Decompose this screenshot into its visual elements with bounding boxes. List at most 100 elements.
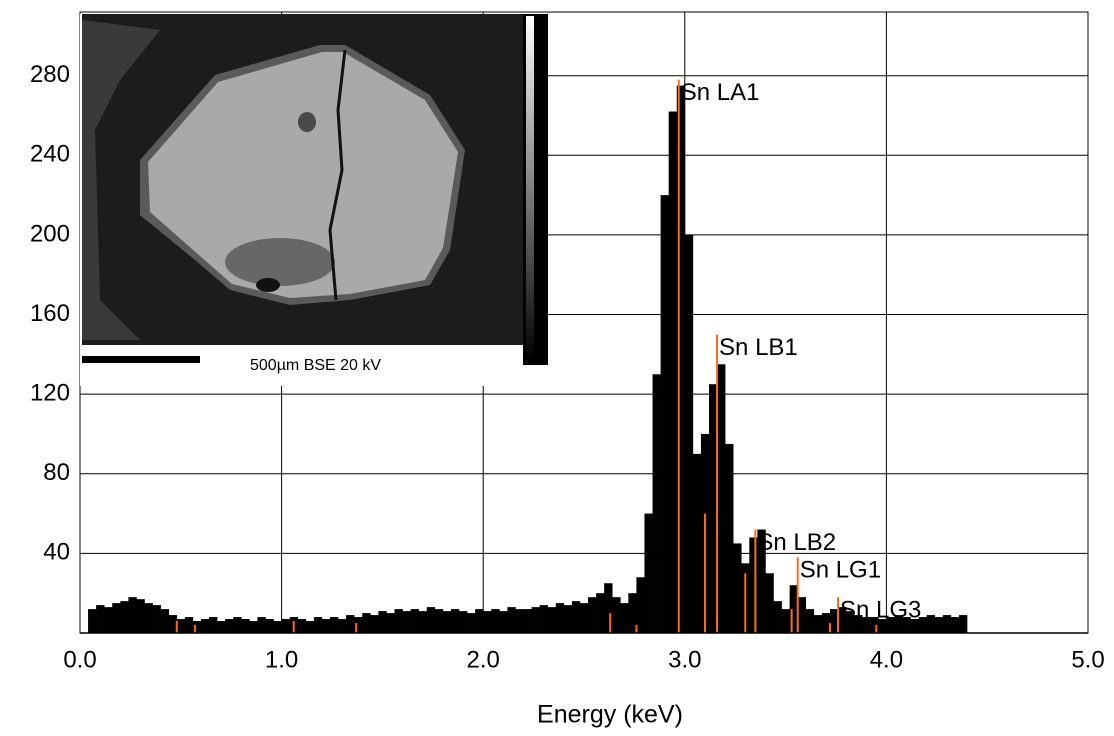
histogram-bar: [692, 453, 702, 633]
histogram-bar: [757, 529, 766, 633]
histogram-bar: [813, 615, 823, 633]
x-tick-label: 5.0: [1071, 646, 1104, 673]
histogram-bar: [249, 621, 258, 633]
histogram-bar: [483, 611, 492, 633]
histogram-bar: [96, 605, 105, 633]
histogram-bar: [515, 609, 524, 633]
histogram-bar: [450, 609, 460, 633]
histogram-bar: [459, 611, 468, 633]
histogram-bar: [773, 601, 782, 633]
histogram-bar: [878, 619, 887, 633]
histogram-bar: [136, 599, 145, 633]
histogram-bar: [539, 605, 549, 633]
peak-label: Sn LB2: [757, 529, 836, 556]
histogram-bar: [684, 234, 694, 633]
histogram-bar: [934, 617, 944, 633]
histogram-bar: [362, 613, 371, 633]
histogram-bar: [789, 585, 798, 633]
histogram-bar: [612, 597, 621, 633]
y-tick-label: 80: [43, 459, 70, 486]
histogram-bar: [555, 603, 565, 633]
histogram-bar: [588, 597, 597, 633]
histogram-bar: [338, 619, 347, 633]
histogram-bar: [725, 443, 734, 633]
peak-label: Sn LB1: [719, 334, 798, 361]
histogram-bar: [128, 597, 137, 633]
inset-caption: 500µm BSE 20 kV: [250, 357, 381, 374]
histogram-bar: [652, 374, 661, 633]
histogram-bar: [241, 619, 250, 633]
histogram-bar: [168, 615, 178, 633]
histogram-bar: [660, 195, 669, 633]
histogram-bar: [950, 617, 960, 633]
histogram-bar: [273, 621, 282, 633]
histogram-bar: [765, 573, 774, 633]
histogram-bar: [499, 611, 508, 633]
histogram-bar: [862, 617, 871, 633]
histogram-bar: [571, 601, 581, 633]
x-axis-title: Energy (keV): [537, 701, 683, 729]
x-tick-label: 4.0: [870, 646, 903, 673]
histogram-bar: [378, 611, 387, 633]
peak-label: Sn LG1: [800, 557, 881, 584]
histogram-bar: [370, 615, 379, 633]
x-tick-label: 0.0: [63, 646, 96, 673]
histogram-bar: [846, 611, 855, 633]
peak-label: Sn LA1: [681, 79, 760, 106]
histogram-bar: [531, 607, 540, 633]
histogram-bar: [708, 384, 718, 633]
histogram-bar: [926, 615, 936, 633]
histogram-bar: [394, 609, 403, 633]
histogram-bar: [257, 617, 266, 633]
histogram-bar: [209, 617, 218, 633]
histogram-bar: [475, 609, 484, 633]
histogram-bar: [426, 607, 436, 633]
histogram-bar: [829, 609, 839, 633]
histogram-bar: [217, 621, 226, 633]
histogram-bar: [563, 605, 573, 633]
histogram-bar: [402, 611, 411, 633]
histogram-bar: [547, 607, 557, 633]
histogram-bar: [636, 577, 645, 633]
histogram-bar: [910, 619, 919, 633]
histogram-bar: [838, 607, 847, 633]
histogram-bar: [749, 537, 758, 633]
histogram-bar: [894, 615, 903, 633]
histogram-bar: [781, 609, 790, 633]
histogram-bar: [958, 615, 968, 633]
histogram-bar: [410, 609, 419, 633]
histogram-bar: [805, 609, 815, 633]
histogram-bar: [579, 603, 589, 633]
histogram-bar: [604, 583, 613, 633]
histogram-bar: [88, 609, 97, 633]
histogram-bar: [418, 611, 428, 633]
histogram-bar: [184, 617, 194, 633]
y-tick-label: 40: [43, 539, 70, 566]
histogram-bar: [434, 609, 444, 633]
histogram-bar: [160, 609, 170, 633]
histogram-bar: [628, 593, 637, 633]
histogram-bar: [346, 615, 355, 633]
histogram-bar: [870, 617, 879, 633]
x-tick-label: 2.0: [467, 646, 500, 673]
y-tick-label: 280: [30, 61, 70, 88]
x-tick-label: 1.0: [265, 646, 298, 673]
histogram-bar: [596, 593, 605, 633]
histogram-bar: [467, 613, 476, 633]
histogram-bar: [676, 85, 686, 634]
histogram-bar: [112, 603, 121, 633]
histogram-bar: [886, 617, 895, 633]
histogram-bar: [305, 621, 315, 633]
histogram-bar: [821, 613, 831, 633]
histogram-bar: [104, 607, 113, 633]
histogram-bar: [225, 619, 234, 633]
histogram-bar: [265, 619, 274, 633]
histogram-bar: [297, 619, 307, 633]
histogram-bar: [442, 611, 452, 633]
histogram-bar: [797, 597, 807, 633]
histogram-bar: [918, 617, 928, 633]
x-tick-label: 3.0: [668, 646, 701, 673]
histogram-bar: [200, 619, 210, 633]
histogram-bar: [321, 619, 331, 633]
